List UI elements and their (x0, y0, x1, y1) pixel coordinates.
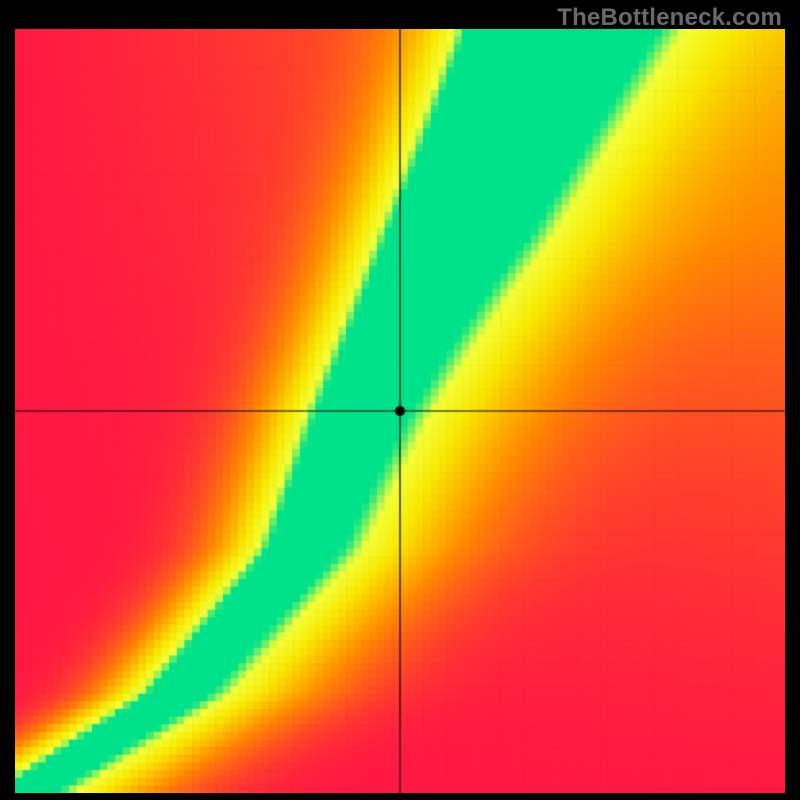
chart-container: TheBottleneck.com (0, 0, 800, 800)
watermark-text: TheBottleneck.com (557, 4, 782, 32)
bottleneck-heatmap (15, 29, 785, 793)
